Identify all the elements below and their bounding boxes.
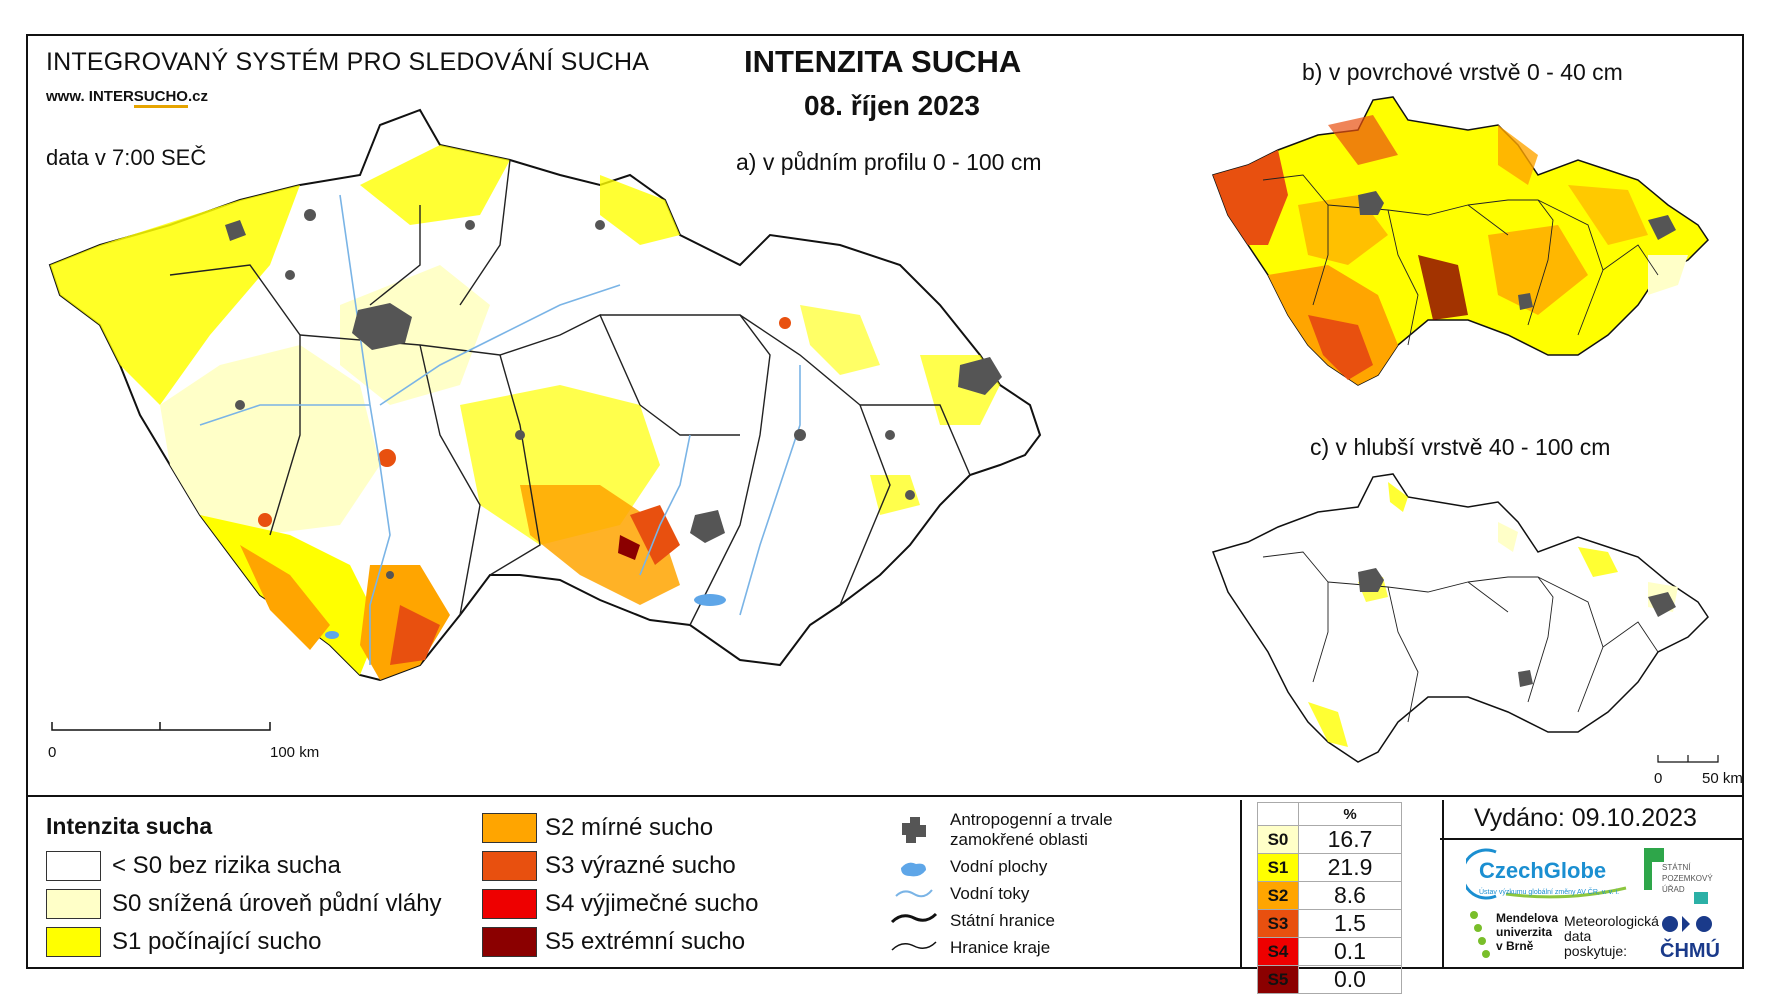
swatch-s4 [482,889,537,919]
scale-main-end: 100 km [270,744,320,761]
region-borders-main [169,159,971,626]
met-line-3: poskytuje: [1564,943,1628,959]
stats-panel [1240,800,1444,969]
legend-class-below-s0: < S0 bez rizika sucha [112,852,341,879]
stats-row-s4: S4 0.1 [1257,937,1402,966]
stats-code: S2 [1257,881,1299,910]
czech-outline-b [1212,96,1709,386]
stats-row-s3: S3 1.5 [1257,909,1402,938]
met-line-1: Meteorologická [1564,913,1659,929]
legend-feature-water: Vodní plochy [950,857,1048,876]
mendelu-logo-icon [1470,911,1490,958]
stats-code: S4 [1257,937,1299,966]
scale-bar-main [51,722,271,731]
stats-header-row: % [1257,802,1402,826]
legend-title: Intenzita sucha [46,813,213,839]
map-c-label: c) v hlubší vrstvě 40 - 100 cm [1310,434,1611,460]
web-prefix: www. INTER [46,88,134,105]
deep-layer-map [1212,473,1719,763]
urban-areas-c [1358,568,1676,687]
spu-logo-text: STÁTNÍ POZEMKOVÝ ÚŘAD [1662,862,1713,895]
stats-value: 21.9 [1298,853,1402,882]
swatch-s3 [482,851,537,881]
stats-row-s1: S1 21.9 [1257,853,1402,882]
scale-small-start: 0 [1654,770,1663,787]
website-link[interactable]: www. INTERSUCHO.cz [46,88,208,108]
urban-area-icon [902,817,926,843]
swatch-s5 [482,927,537,957]
spu-line-2: POZEMKOVÝ [1662,874,1713,883]
stats-code: S3 [1257,909,1299,938]
mendelu-line-3: v Brně [1496,939,1534,953]
legend-feature-state-border: Státní hranice [950,911,1055,930]
legend-class-s1: S1 počínající sucho [112,928,322,955]
scale-small-end: 50 km [1702,770,1743,787]
scale-bar-small [1657,755,1719,763]
legend-class-s5: S5 extrémní sucho [545,928,746,955]
swatch-s1 [46,927,101,957]
stats-table: % S0 16.7 S1 21.9 S2 8.6 S3 1.5 S4 0.1 S… [1257,802,1402,994]
map-title: INTENZITA SUCHA [744,44,1022,79]
mendelu-logo-text: Mendelova univerzita v Brně [1496,911,1558,953]
stats-value: 0.1 [1298,937,1402,966]
mendelu-line-2: univerzita [1496,925,1553,939]
legend-class-s4: S4 výjimečné sucho [545,890,759,917]
stats-header: % [1298,802,1402,826]
region-border-icon [891,941,937,951]
met-line-2: data [1564,928,1592,944]
legend-class-s0: S0 snížená úroveň půdní vláhy [112,890,442,917]
water-body-icon [901,862,926,877]
spu-logo-icon [1644,848,1708,904]
legend-feature-river: Vodní toky [950,884,1030,903]
czechglobe-logo-icon [1466,848,1627,900]
legend-feature-region-border: Hranice kraje [950,938,1051,957]
chmu-logo-icon [1662,916,1712,932]
data-time: data v 7:00 SEČ [46,145,207,170]
stats-row-s0: S0 16.7 [1257,825,1402,854]
rivers-main [199,194,801,665]
map-b-label: b) v povrchové vrstvě 0 - 40 cm [1302,59,1623,85]
scale-main-start: 0 [48,744,57,761]
czechglobe-logo-subtext: Ústav výzkumu globální změny AV ČR, v. v… [1479,889,1620,896]
main-drought-map [48,108,1042,682]
web-highlight: SUCHO [133,88,188,108]
urban-areas-b [1358,191,1676,310]
legend-class-s2: S2 mírné sucho [545,814,714,841]
swatch-s2 [482,813,537,843]
met-data-provider-text: Meteorologická data poskytuje: [1564,914,1659,959]
stats-value: 0.0 [1298,965,1402,994]
web-suffix: .cz [187,88,208,105]
stats-value: 16.7 [1298,825,1402,854]
legend-panel [26,795,1744,969]
stats-code: S5 [1257,965,1299,994]
surface-layer-map [1212,96,1709,386]
stats-code: S0 [1257,825,1299,854]
map-date: 08. říjen 2023 [804,90,980,121]
system-title: INTEGROVANÝ SYSTÉM PRO SLEDOVÁNÍ SUCHA [46,48,650,76]
stats-value: 8.6 [1298,881,1402,910]
legend-feature-urban: Antropogenní a trvale zamokřené oblasti [950,810,1113,849]
chmu-logo-text: ČHMÚ [1660,940,1720,962]
stats-value: 1.5 [1298,909,1402,938]
issued-date: Vydáno: 09.10.2023 [1474,804,1697,832]
czechglobe-logo-text: CzechGlobe [1479,858,1607,883]
water-bodies-main [325,594,726,639]
river-icon [895,889,933,898]
swatch-below-s0 [46,851,101,881]
stats-row-s5: S5 0.0 [1257,965,1402,994]
spu-line-1: STÁTNÍ [1662,863,1691,872]
stats-code: S1 [1257,853,1299,882]
urban-areas-main [225,209,1002,579]
mendelu-line-1: Mendelova [1496,911,1559,925]
issued-divider [1440,838,1744,840]
spu-line-3: ÚŘAD [1662,885,1685,894]
stats-row-s2: S2 8.6 [1257,881,1402,910]
legend-class-s3: S3 výrazné sucho [545,852,736,879]
czech-outline-c [1212,473,1709,763]
region-borders-b [1262,174,1659,346]
state-border-icon [890,912,938,924]
map-a-label: a) v půdním profilu 0 - 100 cm [736,149,1042,175]
swatch-s0 [46,889,101,919]
